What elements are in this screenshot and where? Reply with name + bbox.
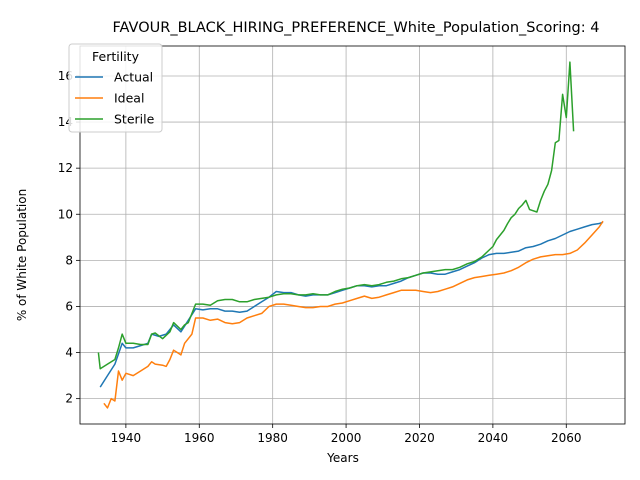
legend-label-ideal: Ideal bbox=[114, 91, 144, 106]
chart-title: FAVOUR_BLACK_HIRING_PREFERENCE_White_Pop… bbox=[113, 20, 600, 36]
x-tick-label: 2040 bbox=[478, 431, 509, 445]
x-tick-label: 2000 bbox=[331, 431, 362, 445]
y-tick-label: 8 bbox=[65, 253, 73, 267]
x-axis-label: Years bbox=[326, 451, 359, 465]
legend-box bbox=[68, 43, 163, 133]
legend-entries: Actual Ideal Sterile bbox=[75, 70, 155, 127]
legend-label-sterile: Sterile bbox=[114, 112, 155, 127]
y-tick-label: 12 bbox=[58, 161, 73, 175]
x-tick-label: 2060 bbox=[551, 431, 582, 445]
series-line-ideal bbox=[103, 220, 604, 409]
x-tick-label: 1980 bbox=[257, 431, 288, 445]
x-tick-label: 1940 bbox=[111, 431, 142, 445]
legend-title: Fertility bbox=[92, 49, 140, 64]
grid-lines bbox=[80, 46, 625, 424]
y-tick-label: 6 bbox=[65, 299, 73, 313]
y-tick-label: 10 bbox=[58, 207, 73, 221]
plot-frame bbox=[79, 45, 626, 425]
y-tick-label: 2 bbox=[65, 392, 73, 406]
series-line-sterile bbox=[97, 61, 575, 370]
legend: Fertility Actual Ideal Sterile bbox=[68, 43, 163, 133]
y-tick-label: 4 bbox=[65, 346, 73, 360]
x-tick-label: 2020 bbox=[404, 431, 435, 445]
x-tick-label: 1960 bbox=[184, 431, 215, 445]
series-lines bbox=[97, 61, 604, 409]
legend-label-actual: Actual bbox=[114, 70, 153, 85]
y-axis-label: % of White Population bbox=[15, 189, 29, 321]
